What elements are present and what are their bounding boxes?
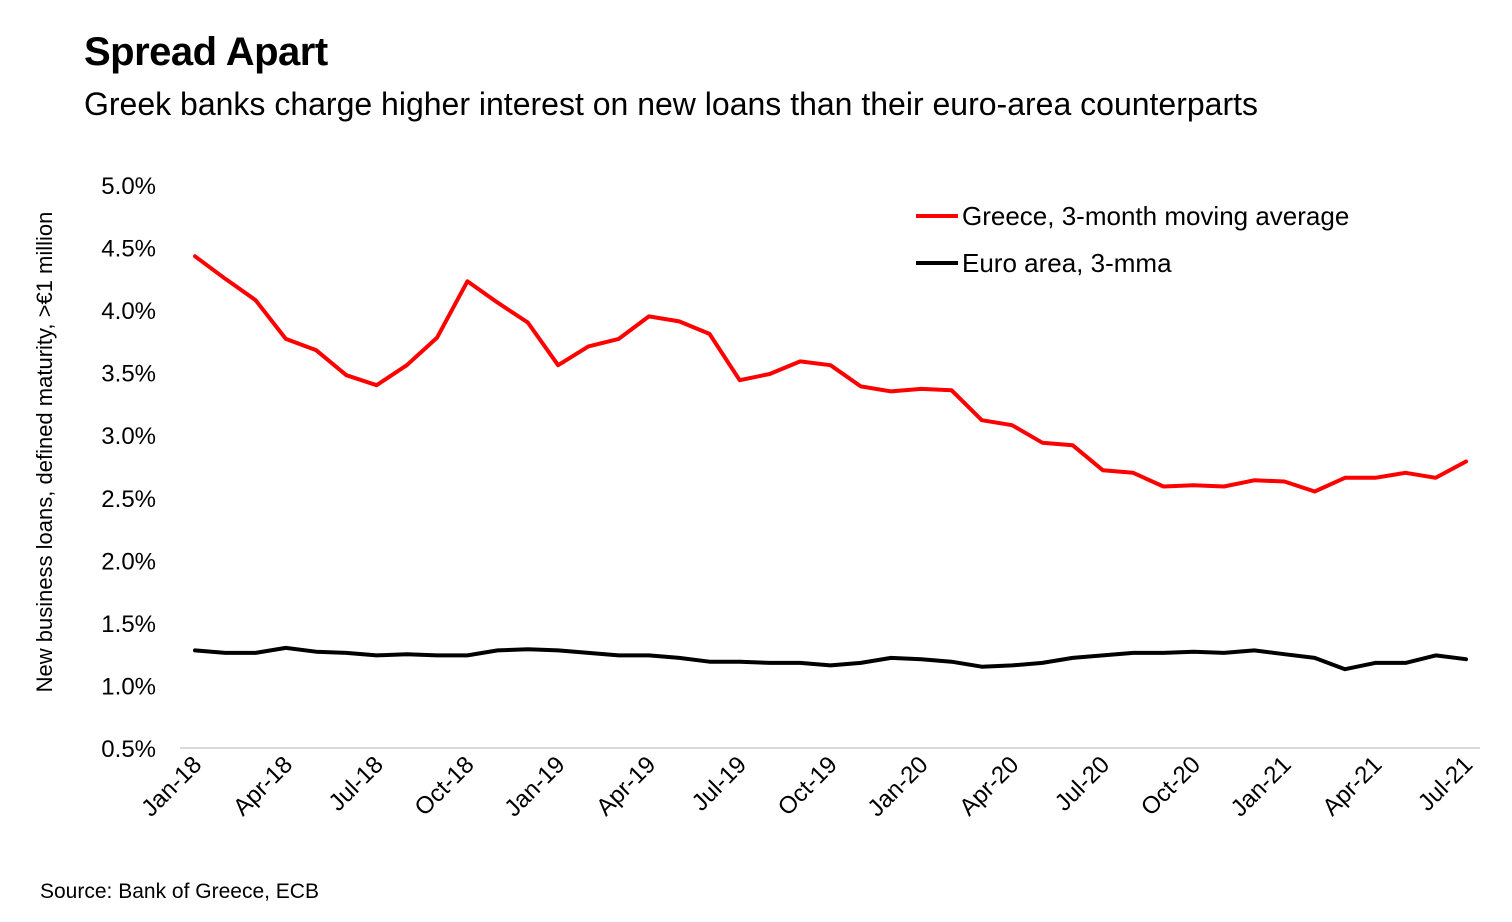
x-tick-label: Apr-20: [954, 751, 1024, 821]
y-axis-ticks: 0.5% 1.0% 1.5% 2.0% 2.5% 3.0% 3.5% 4.0% 4.5% 5.0%: [101, 173, 156, 763]
y-tick-label: 4.0%: [101, 298, 156, 325]
x-tick-label: Oct-20: [1136, 751, 1206, 821]
x-tick-label: Jul-18: [323, 751, 388, 816]
y-tick-label: 2.0%: [101, 548, 156, 575]
x-tick-label: Jan-20: [863, 751, 934, 822]
series-line-euro-area: [193, 645, 1468, 672]
x-tick-label: Jul-21: [1413, 751, 1478, 816]
chart-subtitle: Greek banks charge higher interest on ne…: [84, 86, 1259, 122]
y-tick-label: 4.5%: [101, 236, 156, 263]
x-tick-label: Apr-18: [228, 751, 298, 821]
x-tick-label: Oct-19: [773, 751, 843, 821]
chart-title: Spread Apart: [84, 30, 328, 74]
x-tick-label: Jan-19: [499, 751, 570, 822]
x-tick-label: Apr-21: [1317, 751, 1387, 821]
x-tick-label: Jul-20: [1050, 751, 1115, 816]
x-tick-label: Oct-18: [410, 751, 480, 821]
y-tick-label: 2.5%: [101, 486, 156, 513]
y-tick-label: 0.5%: [101, 736, 156, 763]
y-tick-label: 5.0%: [101, 173, 156, 200]
x-tick-label: Jul-19: [687, 751, 752, 816]
x-tick-label: Jan-21: [1226, 751, 1297, 822]
legend-label: Greece, 3-month moving average: [962, 201, 1349, 231]
y-axis-label: New business loans, defined maturity, >€…: [32, 212, 57, 693]
legend-label: Euro area, 3-mma: [962, 248, 1172, 278]
series-lines: [193, 254, 1468, 672]
x-tick-label: Apr-19: [591, 751, 661, 821]
x-axis-ticks: Jan-18 Apr-18 Jul-18 Oct-18 Jan-19 Apr-19 Jul-…: [136, 751, 1478, 822]
series-line-greece: [193, 254, 1468, 494]
legend: Greece, 3-month moving average Euro area,…: [916, 201, 1349, 278]
y-tick-label: 3.5%: [101, 361, 156, 388]
y-tick-label: 1.5%: [101, 611, 156, 638]
source-note: Source: Bank of Greece, ECB: [40, 880, 319, 903]
y-tick-label: 1.0%: [101, 673, 156, 700]
y-tick-label: 3.0%: [101, 423, 156, 450]
